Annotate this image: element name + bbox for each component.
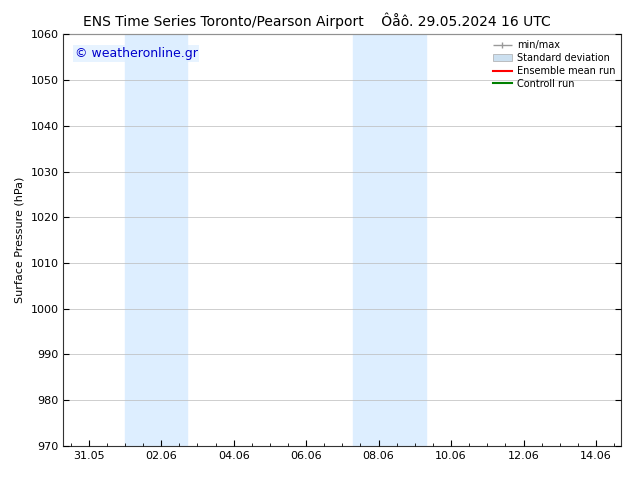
Y-axis label: Surface Pressure (hPa): Surface Pressure (hPa) bbox=[15, 177, 25, 303]
Bar bbox=[125, 34, 186, 446]
Text: ENS Time Series Toronto/Pearson Airport    Ôåô. 29.05.2024 16 UTC: ENS Time Series Toronto/Pearson Airport … bbox=[83, 12, 551, 29]
Bar bbox=[353, 34, 425, 446]
Legend: min/max, Standard deviation, Ensemble mean run, Controll run: min/max, Standard deviation, Ensemble me… bbox=[489, 36, 619, 93]
Text: © weatheronline.gr: © weatheronline.gr bbox=[75, 47, 197, 60]
